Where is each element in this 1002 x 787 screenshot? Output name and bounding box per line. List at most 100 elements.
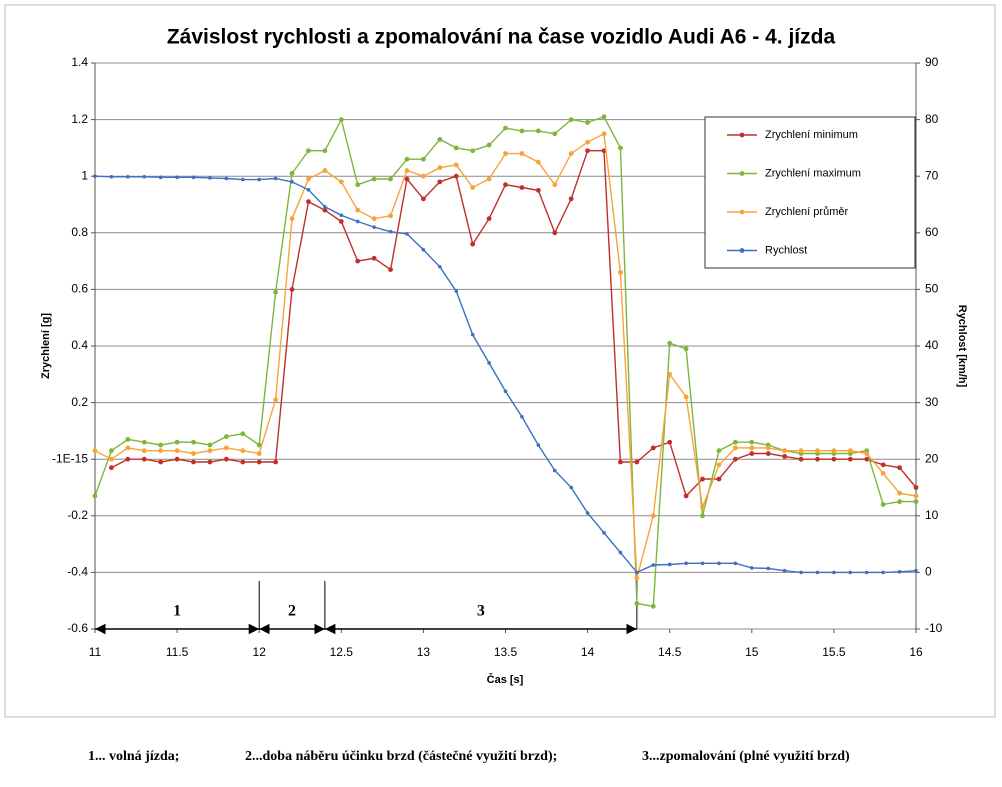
- legend-label: Zrychlení maximum: [765, 167, 861, 179]
- footnote: 1... volná jízda;: [88, 749, 179, 764]
- y-tick-label: -0.6: [67, 621, 88, 635]
- data-point: [618, 550, 623, 555]
- data-point: [437, 137, 443, 142]
- data-point: [732, 445, 738, 451]
- data-point: [732, 439, 738, 445]
- data-point: [897, 465, 902, 471]
- data-point: [371, 216, 377, 222]
- data-point: [207, 442, 213, 448]
- data-point: [733, 561, 738, 566]
- data-point: [125, 445, 131, 451]
- chart-frame: [4, 4, 996, 718]
- data-point: [142, 174, 147, 179]
- data-point: [470, 148, 476, 154]
- data-point: [338, 219, 344, 224]
- y-tick-label: 0.2: [71, 395, 88, 409]
- y2-axis-label: Rychlost [km/h]: [956, 305, 968, 388]
- data-point: [191, 175, 196, 180]
- data-point: [338, 179, 344, 185]
- data-point: [716, 476, 722, 482]
- data-point: [881, 570, 885, 575]
- data-point: [257, 177, 262, 182]
- data-point: [158, 459, 164, 465]
- data-point: [568, 196, 574, 202]
- data-point: [125, 456, 131, 462]
- legend-label: Zrychlení průměr: [765, 206, 848, 218]
- data-point: [323, 204, 327, 209]
- data-point: [207, 459, 213, 465]
- data-point: [240, 459, 246, 465]
- data-point: [667, 371, 673, 377]
- data-point: [322, 168, 328, 173]
- data-point: [273, 397, 279, 403]
- data-point: [880, 470, 886, 476]
- x-tick-label: 14: [581, 645, 595, 659]
- data-point: [224, 176, 229, 181]
- data-point: [700, 513, 705, 519]
- data-point: [585, 511, 590, 515]
- data-point: [913, 493, 919, 499]
- y2-tick-label: 70: [925, 168, 939, 182]
- data-point: [815, 448, 820, 454]
- data-point: [847, 448, 853, 454]
- data-point: [404, 176, 410, 182]
- data-point: [92, 448, 98, 454]
- data-point: [306, 187, 311, 192]
- data-point: [568, 151, 574, 156]
- legend-marker: [739, 209, 745, 215]
- x-tick-label: 11.5: [166, 645, 189, 659]
- data-point: [405, 232, 409, 236]
- x-tick-label: 15.5: [822, 645, 846, 659]
- data-point: [552, 468, 557, 473]
- data-point: [109, 465, 114, 471]
- x-tick-label: 13.5: [494, 645, 518, 659]
- data-point: [782, 568, 787, 573]
- y2-tick-label: 90: [925, 55, 939, 69]
- data-point: [651, 563, 656, 567]
- data-point: [289, 287, 295, 292]
- phase-label: 3: [477, 603, 485, 620]
- data-point: [223, 445, 229, 451]
- data-point: [880, 502, 886, 507]
- phase-label: 2: [288, 603, 296, 620]
- data-point: [355, 258, 361, 264]
- data-point: [880, 462, 886, 468]
- data-point: [700, 561, 705, 566]
- data-point: [684, 561, 688, 566]
- data-point: [749, 439, 755, 445]
- data-point: [404, 156, 410, 162]
- series-line: [111, 150, 917, 498]
- data-point: [338, 117, 344, 122]
- data-point: [683, 346, 689, 352]
- data-point: [815, 570, 820, 575]
- data-point: [371, 255, 377, 261]
- footnote: 3...zpomalování (plné využití brzd): [642, 749, 850, 764]
- data-point: [371, 176, 377, 182]
- data-point: [92, 493, 98, 499]
- data-point: [897, 570, 902, 574]
- y-tick-label: 1.4: [71, 55, 88, 69]
- data-point: [141, 439, 147, 445]
- legend-label: Zrychlení minimum: [765, 129, 858, 141]
- data-point: [831, 448, 837, 454]
- data-point: [174, 439, 180, 445]
- data-point: [601, 114, 607, 120]
- data-point: [897, 499, 902, 505]
- data-point: [585, 120, 590, 125]
- y2-tick-label: 40: [925, 338, 939, 352]
- data-point: [93, 174, 97, 178]
- data-point: [126, 174, 130, 179]
- data-point: [765, 451, 771, 456]
- data-point: [749, 451, 755, 456]
- data-point: [815, 456, 820, 462]
- x-tick-label: 13: [417, 645, 431, 659]
- data-point: [667, 439, 673, 445]
- data-point: [798, 456, 804, 462]
- y-tick-label: -0.2: [67, 508, 88, 522]
- data-point: [864, 451, 870, 456]
- data-point: [158, 442, 164, 448]
- data-point: [700, 476, 705, 482]
- data-point: [453, 162, 459, 168]
- data-point: [191, 451, 196, 456]
